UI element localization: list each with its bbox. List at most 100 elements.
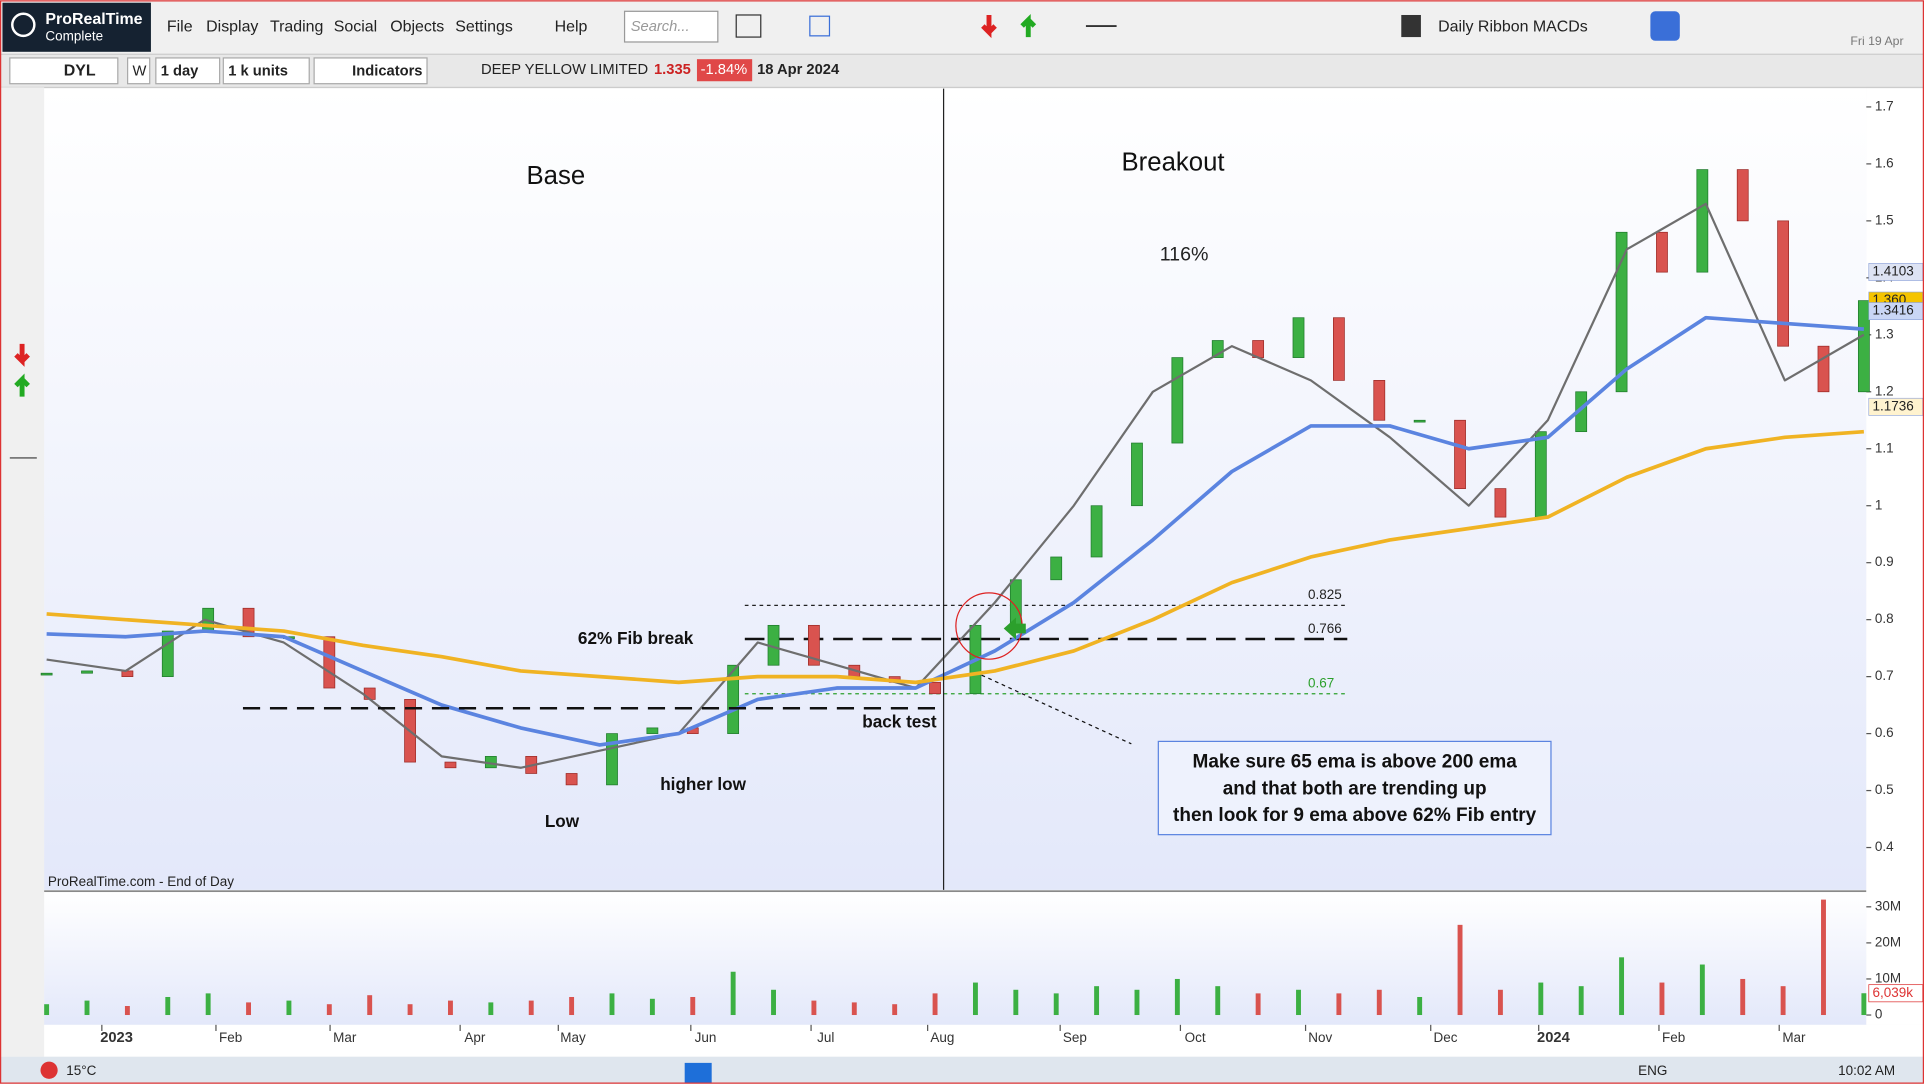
volume-bar xyxy=(44,1004,50,1016)
volume-bar xyxy=(771,989,776,1016)
units: 1 k units xyxy=(228,63,288,79)
palette-down-arrow[interactable] xyxy=(14,343,30,367)
brand: ProRealTime xyxy=(45,11,142,28)
volume-bar xyxy=(1619,957,1625,1016)
ticker-box[interactable] xyxy=(9,57,119,85)
menu-item[interactable]: Social xyxy=(334,18,377,35)
tool-save[interactable] xyxy=(1401,14,1421,38)
search-box[interactable] xyxy=(623,10,719,43)
period: 1 day xyxy=(161,63,199,79)
candle xyxy=(40,672,53,676)
ticker: DYL xyxy=(64,63,96,80)
y-tick-label: 0.8 xyxy=(1875,611,1894,626)
volume-bar xyxy=(1780,986,1786,1016)
volume-bar xyxy=(1255,993,1261,1016)
candle xyxy=(444,761,457,769)
volume-bar xyxy=(165,996,171,1016)
entry-arrow xyxy=(1003,617,1026,640)
weekly: W xyxy=(133,63,147,79)
clock: 10:02 AM xyxy=(1838,1063,1895,1078)
price: 1.335 xyxy=(654,62,691,78)
menu-item[interactable]: Objects xyxy=(390,18,444,35)
volume-bar xyxy=(1215,986,1221,1016)
volume-bar xyxy=(367,995,373,1016)
x-tick-label: Aug xyxy=(930,1030,954,1045)
tool-up-arrow[interactable] xyxy=(1020,13,1037,38)
volume-bar xyxy=(1134,989,1140,1016)
indicators-box[interactable] xyxy=(313,57,428,85)
x-tick-label: Mar xyxy=(333,1030,357,1045)
x-tick-label: Jul xyxy=(817,1030,834,1045)
annotation: 62% Fib break xyxy=(578,628,694,648)
volume-bar xyxy=(1538,982,1544,1016)
volume-last-label: 6,039k xyxy=(1872,985,1913,1000)
volume-bar xyxy=(407,1004,413,1016)
candle xyxy=(1615,231,1628,393)
y-tick-label: 1.3 xyxy=(1875,326,1894,341)
top-date: Fri 19 Apr xyxy=(1850,34,1903,48)
volume-bar xyxy=(1699,964,1705,1016)
volume-bar xyxy=(1174,978,1180,1016)
candle xyxy=(1696,169,1709,273)
price-label: 1.4103 xyxy=(1872,264,1913,279)
y-tick-label: 0.6 xyxy=(1875,725,1894,740)
language: ENG xyxy=(1638,1063,1667,1078)
tool-down-arrow[interactable] xyxy=(981,14,997,39)
security-name: DEEP YELLOW LIMITED xyxy=(481,62,648,78)
annotation: higher low xyxy=(660,774,746,794)
volume-bar xyxy=(609,993,615,1016)
candle xyxy=(1090,505,1103,558)
weekly-button[interactable] xyxy=(126,57,151,85)
volume-bar xyxy=(286,1000,292,1016)
projection-line xyxy=(981,674,1132,745)
tool-pencil[interactable] xyxy=(735,14,762,38)
note-line: and that both are trending up xyxy=(1223,778,1487,799)
indicator-set[interactable]: Daily Ribbon MACDs xyxy=(1438,18,1588,35)
x-tick-label: Sep xyxy=(1063,1030,1087,1045)
volume-bar xyxy=(649,998,655,1016)
x-tick-label: Dec xyxy=(1433,1030,1457,1045)
menu-item[interactable]: Trading xyxy=(270,18,323,35)
x-tick-label: Nov xyxy=(1308,1030,1332,1045)
menu-item[interactable]: Settings xyxy=(455,18,513,35)
menu-item[interactable]: Display xyxy=(206,18,258,35)
candle xyxy=(1333,317,1345,381)
volume-bar xyxy=(811,1000,817,1016)
volume-bar xyxy=(1376,989,1382,1016)
period-box[interactable] xyxy=(155,57,221,85)
ema-line xyxy=(46,429,1865,685)
drawing-tools xyxy=(735,13,1421,39)
candle xyxy=(1131,442,1143,507)
y-tick-label: 1.6 xyxy=(1875,155,1894,170)
start-button[interactable] xyxy=(684,1062,712,1083)
candle xyxy=(1777,220,1789,347)
candle xyxy=(1373,380,1386,421)
candle xyxy=(1857,300,1870,393)
candle xyxy=(323,636,336,689)
candle xyxy=(929,681,941,695)
y-tick-label: 0.4 xyxy=(1875,839,1894,854)
candle xyxy=(606,733,618,786)
volume-bar xyxy=(690,996,696,1016)
volume-bar xyxy=(84,1000,90,1016)
candle xyxy=(81,670,93,674)
tool-text[interactable] xyxy=(809,15,831,37)
menu-item[interactable]: Help xyxy=(555,18,588,35)
palette-up-arrow[interactable] xyxy=(14,373,30,397)
candle xyxy=(1736,169,1749,222)
menu-item[interactable]: File xyxy=(167,18,193,35)
sound-button[interactable] xyxy=(1650,11,1680,41)
temperature: 15°C xyxy=(66,1063,96,1078)
brand-box[interactable] xyxy=(2,2,151,52)
x-tick-label: Feb xyxy=(1662,1030,1685,1045)
date: 18 Apr 2024 xyxy=(757,62,840,78)
units-box[interactable] xyxy=(222,57,310,85)
volume-bar xyxy=(1013,989,1019,1016)
search-placeholder: Search... xyxy=(631,19,690,35)
x-tick-label: Feb xyxy=(219,1030,242,1045)
volume-bar xyxy=(1296,989,1301,1016)
candle xyxy=(1413,419,1426,423)
tool-palette xyxy=(0,87,45,1057)
